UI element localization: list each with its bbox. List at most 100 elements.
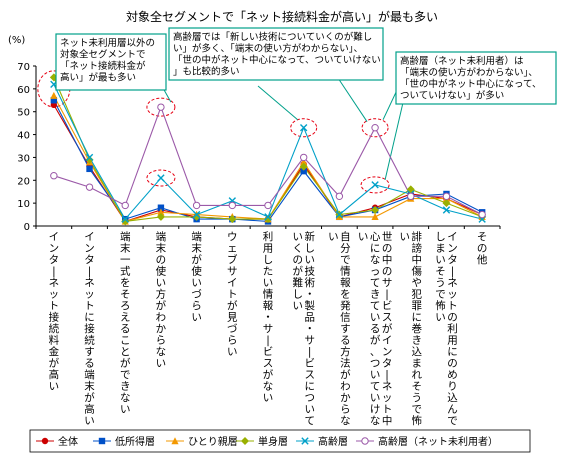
callout-text: 対象全セグメントで — [60, 49, 146, 61]
data-point — [371, 124, 379, 132]
x-tick-label: インタ|ネットの利用にのめり込んでしまいそうで怖い — [435, 231, 458, 427]
data-point — [241, 437, 249, 445]
y-tick-label: 40 — [17, 131, 30, 142]
callout-connector — [257, 85, 299, 121]
data-point — [192, 210, 201, 219]
data-point — [157, 208, 165, 216]
data-point — [299, 162, 308, 171]
x-tick-labels: インタ|ネット接続料金が高い インタ|ネットに接続する端末が高い 端末一式をそろえる… — [49, 230, 488, 427]
data-point — [192, 212, 201, 221]
data-point — [300, 167, 307, 175]
legend-label: 全体 — [58, 435, 78, 448]
callout-text: 「ネット接続料金が — [60, 60, 146, 72]
data-point — [50, 97, 58, 104]
y-tick-label: 70 — [17, 62, 30, 73]
data-point — [335, 210, 344, 219]
legend-label: 高齢層（ネット未利用者） — [378, 435, 498, 448]
x-tick-label: その他 — [477, 231, 488, 266]
y-tick-label: 10 — [17, 199, 30, 210]
data-point — [121, 201, 129, 210]
callout-connector — [384, 93, 406, 180]
x-tick-label: インタ|ネット接続料金が高い — [49, 231, 60, 393]
data-point — [85, 183, 94, 191]
highlight-ellipse — [146, 169, 176, 187]
legend-item: 高齢層（ネット未利用者） — [356, 435, 498, 448]
data-point — [406, 185, 415, 194]
data-point — [299, 153, 308, 162]
data-point — [228, 215, 237, 224]
data-point — [478, 210, 486, 219]
x-tick-label: 誹謗中傷や犯罪に巻き込まれそうで怖い — [400, 231, 423, 427]
data-point — [121, 217, 130, 226]
callout-frame — [168, 27, 384, 81]
callout-text: 「端末の使い方がわからない」、 — [400, 67, 538, 79]
data-point — [361, 437, 369, 445]
data-point — [228, 201, 237, 210]
legend-item: 単身層 — [236, 435, 288, 448]
legend-item: 全体 — [36, 435, 78, 448]
legend-label: ひとり親層 — [188, 435, 238, 448]
highlight-ellipse — [290, 118, 318, 138]
data-point — [85, 153, 94, 162]
y-tick-label: 0 — [24, 222, 30, 233]
y-tick-label: 30 — [17, 153, 30, 164]
callout-connector — [337, 77, 368, 122]
data-point — [157, 103, 165, 111]
data-point — [299, 124, 308, 132]
callout-boxes: ネット未利用層以外の対象全セグメントで「ネット接続料金が高い」が最も多い高齢層で… — [55, 27, 557, 105]
data-point — [86, 165, 93, 173]
callout-box: 高齢層（ネット未利用者）は「端末の使い方がわからない」、「世の中がネット中心にな… — [395, 51, 557, 105]
highlight-ellipse — [146, 97, 176, 117]
data-point — [407, 192, 415, 200]
x-tick-label: 世の中のサ|ビスがインタ|ネット中心になってきているが、ついていけない — [358, 231, 393, 427]
legend-item: 高齢層 — [296, 435, 348, 448]
callout-text: 高齢層（ネット未利用者）は — [400, 55, 524, 67]
highlight-ellipse — [361, 118, 389, 138]
legend-item: ひとり親層 — [166, 435, 238, 448]
callout-text: 」も比較的多い — [173, 66, 240, 78]
chart-title: 対象全セグメントで「ネット接続料金が高い」が最も多い — [126, 9, 438, 24]
legend-item: 低所得層 — [93, 435, 155, 448]
data-point — [442, 206, 451, 214]
x-tick-label: 端末の使い方がわからない — [156, 230, 167, 370]
data-point — [300, 158, 308, 166]
callout-text: 高い」が最も多い — [60, 72, 136, 84]
series-markers — [49, 73, 487, 226]
y-tick-label: 60 — [17, 85, 30, 96]
legend-label: 単身層 — [258, 435, 288, 448]
legend-label: 高齢層 — [318, 435, 348, 448]
x-tick-label: 自分で情報を発信する方法がわからない — [328, 230, 351, 427]
legend-label: 低所得層 — [115, 435, 155, 448]
callout-text: 「世の中がネット中心になって、ついていけない — [173, 54, 381, 66]
data-point — [98, 437, 106, 445]
data-point — [371, 206, 380, 214]
data-point — [371, 181, 379, 189]
data-point — [50, 172, 58, 180]
y-tick-label: 20 — [17, 176, 30, 187]
data-point — [156, 212, 165, 221]
data-point — [301, 437, 309, 445]
data-point — [171, 437, 179, 445]
callout-text: 高齢層では「新しい技術についていくのが難し — [173, 31, 372, 43]
callout-text: ついていけない」が多い — [400, 90, 504, 102]
x-tick-label: ウェブサイトが見づらい — [227, 231, 238, 358]
data-point — [371, 213, 379, 221]
legend-frame — [29, 429, 531, 453]
x-tick-label: インタ|ネットに接続する端末が高い — [84, 231, 95, 427]
data-point — [264, 213, 272, 221]
callout-frame — [395, 51, 557, 105]
callout-text: 「世の中がネット中心になって、 — [400, 78, 542, 90]
data-point — [50, 91, 58, 99]
x-tick-label: 利用したい情報・サ|ビスがない — [263, 231, 274, 404]
data-point — [85, 155, 94, 164]
y-axis-unit: (%) — [8, 35, 25, 46]
data-point — [442, 192, 451, 200]
x-tick-label: 端末一式をそろえることができない — [120, 230, 131, 416]
x-tick-label: 新しい技術・製品・サ|ビスについていくのが難しい — [292, 230, 315, 427]
x-tick-label: 端末が使いづらい — [191, 230, 202, 324]
data-point — [192, 201, 201, 210]
y-tick-labels: 0 10 20 30 40 50 60 70 — [17, 62, 30, 233]
data-point — [41, 437, 49, 445]
axes — [33, 65, 501, 229]
